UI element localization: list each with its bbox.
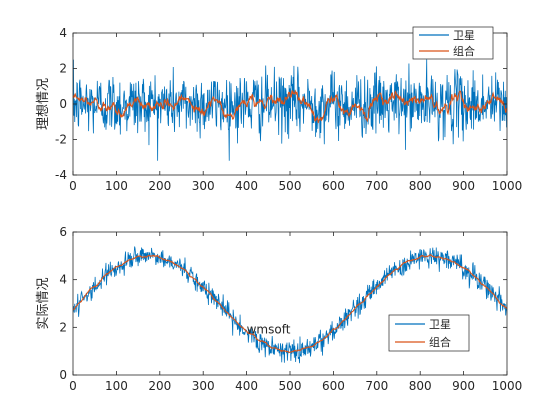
legend-label-combined: 组合 <box>429 335 451 349</box>
x-tick-label: 300 <box>192 179 215 193</box>
legend-label-satellite: 卫星 <box>453 29 475 42</box>
x-tick-label: 1000 <box>492 379 523 393</box>
y-tick-label: 4 <box>59 273 67 287</box>
legend-box <box>388 314 470 352</box>
y-tick-label: 2 <box>59 320 67 334</box>
x-tick-label: 900 <box>452 379 475 393</box>
x-tick-label: 500 <box>279 179 302 193</box>
x-tick-label: 0 <box>69 379 77 393</box>
y-tick-label: 6 <box>59 225 67 239</box>
y-tick-label: 0 <box>59 368 67 382</box>
y-tick-label: -2 <box>55 133 67 147</box>
series-line-combined <box>73 89 507 124</box>
x-tick-label: 200 <box>148 379 171 393</box>
y-axis-label: 理想情况 <box>35 78 51 130</box>
annotation-text: wmsoft <box>247 322 291 336</box>
legend-label-combined: 组合 <box>453 44 475 58</box>
plot-ideal: 0 100 200 300 400 500 600 700 800 900 1000 -4 -2 0 2 4 理… <box>35 26 522 193</box>
y-tick-label: 0 <box>59 97 67 111</box>
y-tick-label: 4 <box>59 26 67 40</box>
x-tick-label: 700 <box>365 379 388 393</box>
legend-label-satellite: 卫星 <box>429 318 451 331</box>
x-tick-label: 1000 <box>492 179 523 193</box>
x-tick-label: 400 <box>235 379 258 393</box>
x-tick-label: 0 <box>69 179 77 193</box>
x-tick-label: 600 <box>322 179 345 193</box>
x-tick-label: 800 <box>409 179 432 193</box>
legend-box <box>412 26 494 60</box>
x-tick-label: 800 <box>409 379 432 393</box>
y-axis-label: 实际情况 <box>36 277 51 329</box>
y-tick-label: -4 <box>55 168 67 182</box>
x-tick-label: 600 <box>322 379 345 393</box>
plot-actual: 0 100 200 300 400 500 600 700 800 900 1000 0 2 4 6 实际情况… <box>36 225 522 393</box>
x-tick-label: 200 <box>148 179 171 193</box>
x-tick-label: 900 <box>452 179 475 193</box>
x-tick-label: 500 <box>279 379 302 393</box>
x-tick-label: 400 <box>235 179 258 193</box>
x-tick-label: 700 <box>365 179 388 193</box>
y-tick-label: 2 <box>59 62 67 76</box>
x-tick-label: 100 <box>105 379 128 393</box>
x-tick-label: 100 <box>105 179 128 193</box>
x-tick-label: 300 <box>192 379 215 393</box>
series-line-combined <box>73 254 507 353</box>
